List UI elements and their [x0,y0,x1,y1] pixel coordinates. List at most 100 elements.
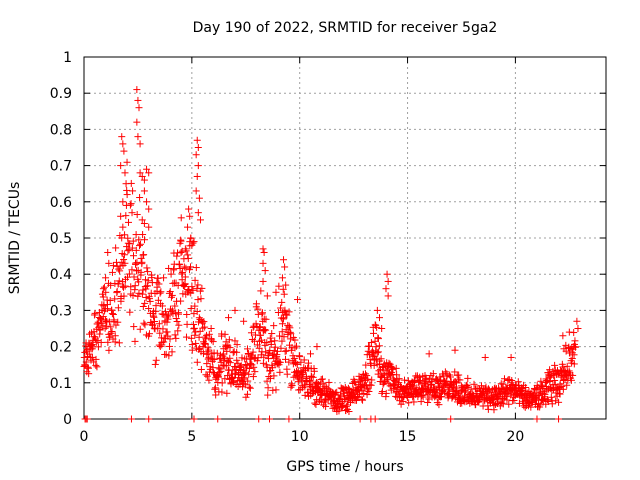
data-point [358,395,366,403]
data-point [285,308,293,316]
x-tick-label: 0 [80,429,89,445]
data-point [200,318,208,326]
data-point [272,354,280,362]
data-point [144,268,152,276]
data-point [534,400,542,408]
data-point [249,348,257,356]
y-tick-label: 0.5 [50,231,72,247]
data-point [175,310,183,318]
data-point [481,353,489,361]
data-point [477,382,485,390]
y-tick-labels: 0 0.1 0.2 0.3 0.4 0.5 0.6 0.7 0.8 0.9 1 [50,50,72,428]
data-point [191,276,199,284]
data-point [548,400,556,408]
data-point [330,396,338,404]
data-point [104,301,112,309]
data-point [249,373,257,381]
data-point [178,268,186,276]
data-point [374,335,382,343]
data-point [139,231,147,239]
data-point [376,314,384,322]
data-point [277,344,285,352]
data-point [214,373,222,381]
data-point [137,268,145,276]
data-point [198,284,206,292]
data-point [470,380,478,388]
data-point [160,274,168,282]
data-point [264,391,272,399]
data-point [84,363,92,371]
data-point [285,358,293,366]
data-point [171,331,179,339]
data-point [556,390,564,398]
data-point [403,394,411,402]
data-point [378,325,386,332]
data-point [192,264,200,272]
data-point [132,260,140,268]
data-point [312,400,320,408]
data-point [262,315,270,323]
data-point [277,304,285,312]
data-point [106,297,114,305]
data-point [134,96,142,104]
x-tick-labels: 0 5 10 15 20 [80,429,525,445]
data-point [502,393,510,401]
data-point [116,262,124,270]
data-point [359,396,367,404]
data-point [310,367,318,375]
y-tick-label: 0.6 [50,195,72,211]
data-point [180,263,188,271]
data-point [261,326,269,334]
data-point [173,317,181,325]
data-point [172,315,180,323]
data-point [118,234,126,242]
data-point [278,320,286,328]
data-point [115,265,123,273]
data-point [107,281,115,289]
data-point [454,389,462,397]
y-tick-label: 0.9 [50,86,72,102]
data-point [192,151,200,159]
data-point [287,383,295,391]
x-tick-label: 10 [291,429,309,445]
y-tick-label: 0.1 [50,376,72,392]
data-point [437,393,445,401]
data-point [172,334,180,342]
data-point [129,291,137,299]
data-point [296,353,304,361]
data-point [159,325,167,333]
y-tick-label: 0.3 [50,303,72,319]
data-point [226,344,234,352]
data-point [165,352,173,360]
data-point [522,384,530,392]
data-point [85,350,93,358]
data-point [364,375,372,383]
data-point [243,345,251,353]
data-point [287,330,295,338]
data-point [322,402,330,410]
data-point [445,389,453,397]
data-point [503,396,511,404]
data-point [129,252,137,260]
data-point [113,287,121,295]
data-point [225,336,233,344]
data-point [288,380,296,388]
data-point [231,337,239,345]
data-point [187,334,195,342]
data-points [80,86,582,423]
data-point [181,245,189,253]
data-point [80,362,88,370]
data-point [541,390,549,398]
data-point [185,205,193,213]
data-point [437,376,445,384]
data-point [368,376,376,384]
data-point [383,374,391,382]
data-point [145,415,153,423]
data-point [192,339,200,347]
data-point [333,388,341,396]
data-point [121,169,129,177]
data-point [82,347,90,355]
data-point [149,321,157,329]
data-point [184,223,192,231]
data-point [155,280,163,288]
